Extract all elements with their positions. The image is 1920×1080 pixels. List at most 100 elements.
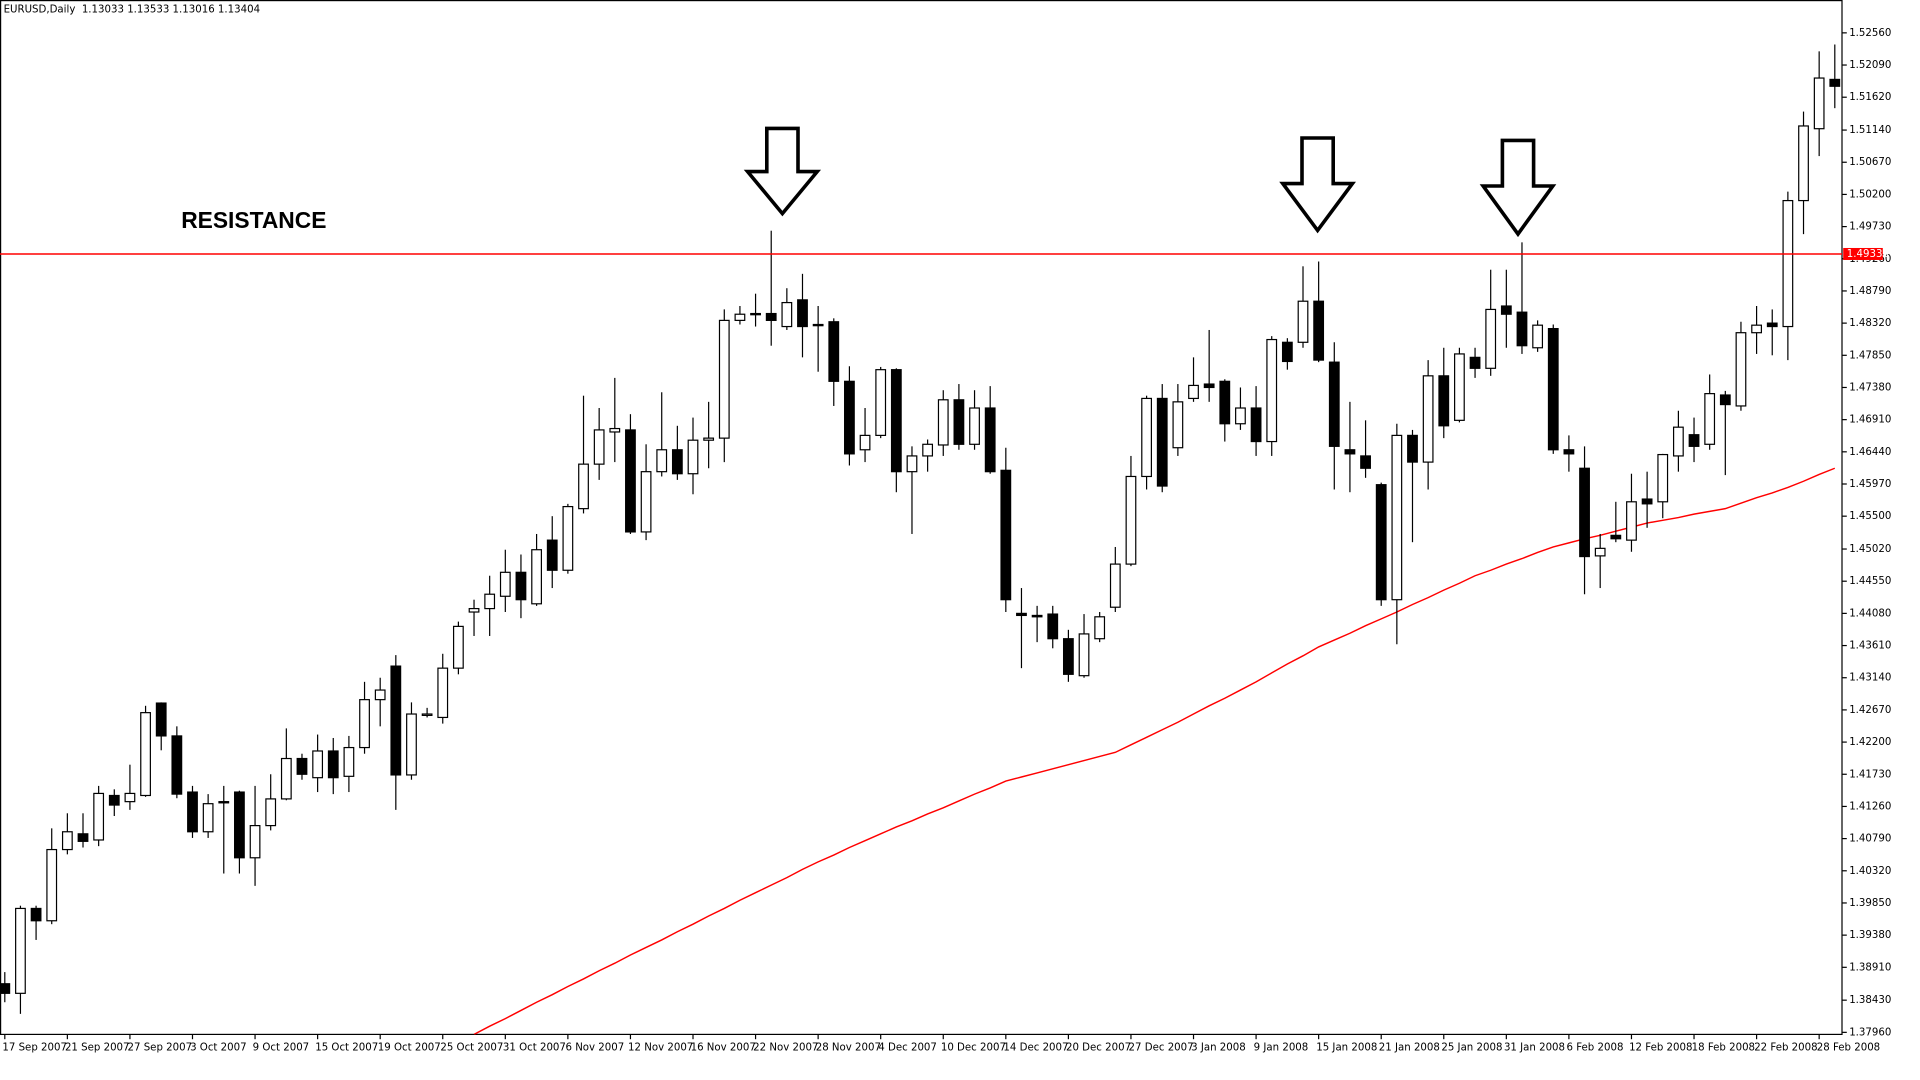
x-tick-label: 31 Oct 2007 — [503, 1043, 566, 1054]
y-tick-label: 1.45970 — [1849, 479, 1891, 490]
candle-body — [499, 571, 511, 597]
x-tick-label: 15 Oct 2007 — [315, 1043, 378, 1054]
y-tick-label: 1.41730 — [1849, 769, 1891, 780]
x-tick-label: 14 Dec 2007 — [1003, 1043, 1068, 1054]
x-tick-label: 21 Sep 2007 — [65, 1043, 130, 1054]
candle-body — [1688, 434, 1700, 447]
y-tick-label: 1.40320 — [1849, 866, 1891, 877]
candle-body — [187, 791, 198, 833]
candle-body — [93, 792, 105, 841]
x-tick-label: 16 Nov 2007 — [691, 1043, 756, 1054]
candle-body — [1062, 638, 1074, 675]
candle-body — [108, 794, 120, 806]
candle-body — [1375, 484, 1387, 601]
y-tick-label: 1.42200 — [1849, 737, 1891, 748]
candle-body — [781, 301, 793, 328]
y-tick-label: 1.47380 — [1849, 382, 1891, 393]
x-tick-label: 17 Sep 2007 — [2, 1043, 67, 1054]
plot-frame — [0, 0, 1843, 1035]
candle-body — [1047, 613, 1059, 640]
candle-body — [1000, 469, 1012, 601]
candle-body — [218, 801, 230, 804]
candle-body — [1719, 394, 1731, 406]
candle-body — [1250, 407, 1262, 443]
y-tick-label: 1.51140 — [1849, 125, 1891, 136]
candle-body — [452, 625, 464, 669]
y-tick-label: 1.43610 — [1849, 641, 1891, 652]
moving-average — [473, 467, 1836, 1035]
candle-body — [1516, 311, 1528, 347]
candle-body — [1672, 426, 1684, 457]
candle-body — [1751, 324, 1762, 334]
candle-body — [249, 825, 261, 859]
candle-body — [1219, 380, 1231, 425]
x-tick-label: 27 Sep 2007 — [128, 1043, 193, 1054]
y-tick-label: 1.52090 — [1849, 60, 1891, 71]
resistance-label: 1.49330 — [1847, 249, 1889, 260]
candle-body — [546, 539, 558, 571]
arrows — [743, 126, 1557, 238]
candle-body — [531, 549, 542, 605]
candle-body — [1125, 475, 1137, 565]
candle-body — [1766, 322, 1778, 328]
y-tick-label: 1.45500 — [1849, 511, 1891, 522]
x-tick-label: 9 Oct 2007 — [253, 1043, 310, 1054]
candle-body — [1532, 324, 1544, 349]
resistance-label-box — [1843, 247, 1883, 260]
candle-body — [61, 831, 73, 851]
y-tick-label: 1.46440 — [1849, 447, 1891, 458]
y-tick-label: 1.44550 — [1849, 576, 1891, 587]
y-tick-label: 1.38430 — [1849, 995, 1891, 1006]
candle-body — [875, 369, 887, 436]
x-tick-label: 12 Nov 2007 — [628, 1043, 693, 1054]
candle-body — [343, 746, 355, 777]
x-tick-label: 12 Feb 2008 — [1629, 1043, 1692, 1054]
x-tick-label: 28 Nov 2007 — [816, 1043, 881, 1054]
candle-body — [155, 702, 167, 737]
x-tick-label: 6 Nov 2007 — [565, 1043, 624, 1054]
candle-body — [1297, 300, 1309, 343]
candle-body — [265, 798, 277, 827]
annotation: RESISTANCE — [181, 207, 326, 233]
candle-body — [327, 750, 339, 779]
candle-body — [1500, 305, 1512, 315]
candle-body — [734, 313, 746, 321]
candle-body — [1610, 534, 1622, 540]
candle-body — [1094, 616, 1106, 640]
x-tick-label: 10 Dec 2007 — [941, 1043, 1006, 1054]
candle-body — [1626, 501, 1637, 541]
down-arrow — [1479, 138, 1557, 238]
candle-body — [390, 665, 402, 776]
candle-body — [890, 369, 902, 473]
y-tick-label: 1.51620 — [1849, 92, 1891, 103]
x-tick-label: 31 Jan 2008 — [1504, 1043, 1565, 1054]
x-tick-label: 9 Jan 2008 — [1254, 1043, 1309, 1054]
candle-body — [1281, 341, 1293, 363]
candle-body — [828, 321, 840, 382]
candle-body — [1266, 338, 1278, 443]
candle-body — [1563, 449, 1575, 455]
candle-body — [406, 713, 417, 776]
candle-body — [1188, 384, 1199, 400]
candle-body — [171, 735, 183, 795]
x-tick-label: 18 Feb 2008 — [1692, 1043, 1755, 1054]
candle-body — [484, 593, 496, 610]
candle-body — [202, 803, 214, 833]
down-arrow — [743, 126, 822, 217]
x-tick-label: 3 Jan 2008 — [1191, 1043, 1246, 1054]
candle-body — [515, 571, 527, 601]
x-tick-label: 25 Jan 2008 — [1441, 1043, 1502, 1054]
y-tick-label: 1.39850 — [1849, 898, 1891, 909]
candle-body — [953, 399, 965, 445]
candle-body — [468, 607, 480, 613]
candle-body — [140, 712, 151, 797]
x-tick-label: 22 Feb 2008 — [1754, 1043, 1817, 1054]
candle-body — [124, 792, 136, 803]
candle-body — [1422, 375, 1434, 463]
x-tick-label: 4 Dec 2007 — [878, 1043, 937, 1054]
candle-body — [625, 429, 636, 533]
candle-body — [562, 505, 574, 571]
candle-body — [1438, 375, 1450, 427]
